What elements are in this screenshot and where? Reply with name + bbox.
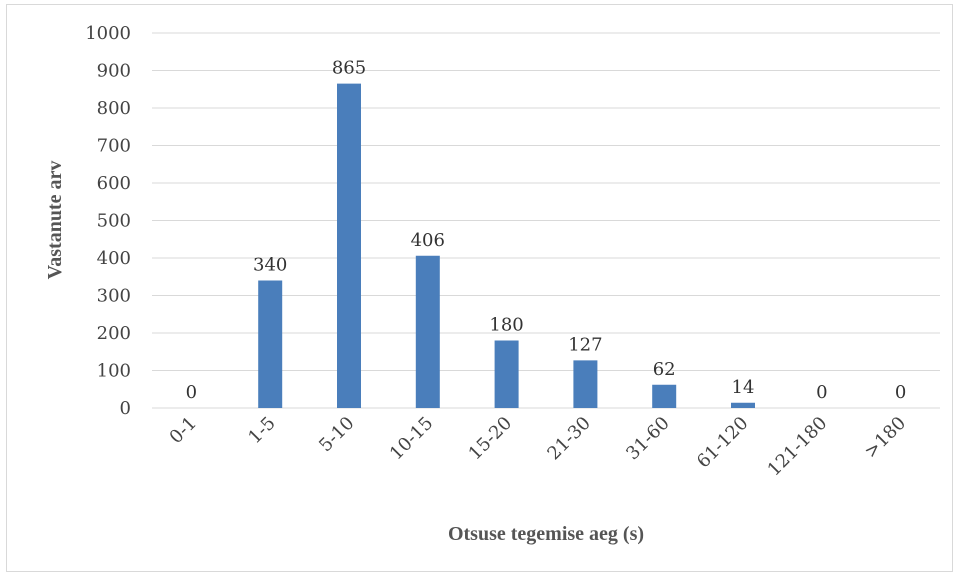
bar-5-10 xyxy=(337,83,361,408)
data-label-31-60: 62 xyxy=(653,359,676,380)
y-tick-label: 200 xyxy=(97,323,131,344)
y-axis-title: Vastanute arv xyxy=(44,161,66,280)
bars xyxy=(258,83,755,408)
gridlines xyxy=(152,32,940,409)
y-tick-label: 1000 xyxy=(85,23,131,44)
data-label->180: 0 xyxy=(895,382,906,403)
x-tick-label: 10-15 xyxy=(386,413,438,465)
x-axis-title: Otsuse tegemise aeg (s) xyxy=(448,523,644,545)
data-labels: 0 340 865 406 180 127 62 14 0 0 xyxy=(186,58,907,403)
x-tick-labels: 0-1 1-5 5-10 10-15 15-20 21-30 31-60 61-120 121-… xyxy=(166,413,911,481)
x-tick-label: 1-5 xyxy=(244,413,279,448)
x-tick-label: 121-180 xyxy=(764,413,832,481)
y-tick-label: 700 xyxy=(97,136,131,157)
x-tick-label: 0-1 xyxy=(166,413,201,448)
bar-61-120 xyxy=(731,402,755,408)
y-tick-label: 600 xyxy=(97,173,131,194)
chart-frame xyxy=(6,4,953,572)
bar-21-30 xyxy=(573,360,598,408)
bar-1-5 xyxy=(258,280,283,408)
data-label-5-10: 865 xyxy=(332,58,366,79)
y-tick-labels: 0 100 200 300 400 500 600 700 800 900 1000 xyxy=(85,23,131,419)
data-label-121-180: 0 xyxy=(816,382,827,403)
data-label-21-30: 127 xyxy=(568,334,602,355)
y-tick-label: 400 xyxy=(97,248,131,269)
bar-10-15 xyxy=(415,255,440,408)
bar-31-60 xyxy=(652,384,677,408)
y-tick-label: 900 xyxy=(97,61,131,82)
bar-15-20 xyxy=(494,340,519,408)
data-label-15-20: 180 xyxy=(489,315,523,336)
data-label-61-120: 14 xyxy=(732,377,755,398)
x-tick-label: 21-30 xyxy=(543,413,595,465)
y-tick-label: 100 xyxy=(97,361,131,382)
data-label-0-1: 0 xyxy=(186,382,197,403)
x-tick-label: 61-120 xyxy=(693,413,753,473)
y-tick-label: 300 xyxy=(97,286,131,307)
data-label-10-15: 406 xyxy=(411,230,445,251)
x-tick-label: 15-20 xyxy=(465,413,517,465)
data-label-1-5: 340 xyxy=(253,255,287,276)
y-tick-label: 800 xyxy=(97,98,131,119)
y-tick-label: 0 xyxy=(120,398,131,419)
x-tick-label: 5-10 xyxy=(315,413,358,456)
x-tick-label: 31-60 xyxy=(622,413,674,465)
x-tick-label: >180 xyxy=(860,413,910,463)
y-tick-label: 500 xyxy=(97,211,131,232)
